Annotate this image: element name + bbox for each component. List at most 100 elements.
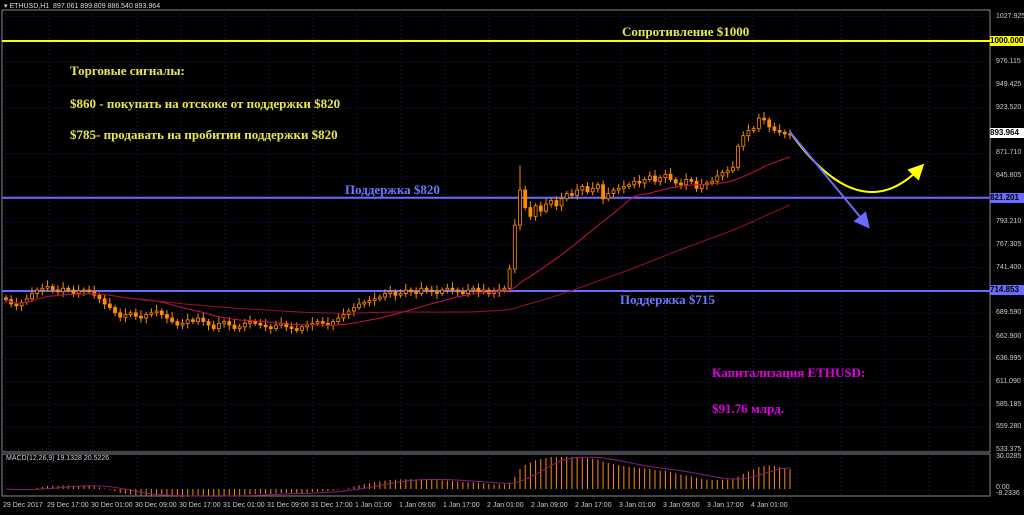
support-715-label: Поддержка $715 bbox=[620, 292, 715, 307]
candle bbox=[398, 293, 403, 296]
price-tick: 871.710 bbox=[996, 149, 1022, 157]
candle bbox=[533, 205, 538, 217]
candle bbox=[87, 289, 91, 293]
candle bbox=[133, 312, 138, 317]
candle bbox=[518, 189, 522, 226]
candle bbox=[409, 289, 413, 293]
macd-panel-border bbox=[1, 453, 991, 497]
time-tick: 1 Jan 09:00 bbox=[399, 502, 436, 509]
ma-slow-line bbox=[5, 204, 791, 314]
candle bbox=[590, 187, 595, 193]
candle bbox=[736, 145, 740, 168]
candle bbox=[658, 177, 663, 182]
candle bbox=[341, 314, 346, 319]
candle bbox=[388, 291, 393, 294]
candle bbox=[383, 293, 387, 298]
candle bbox=[762, 117, 766, 121]
candle bbox=[476, 287, 481, 293]
candle bbox=[232, 324, 237, 329]
candle bbox=[118, 312, 123, 318]
candle bbox=[393, 291, 398, 296]
candle bbox=[481, 289, 486, 293]
candle bbox=[144, 314, 149, 319]
candle bbox=[486, 289, 491, 294]
candle bbox=[253, 321, 258, 324]
candle bbox=[320, 321, 325, 324]
price-tick: 793.210 bbox=[996, 218, 1022, 226]
candle bbox=[284, 322, 289, 328]
candle bbox=[331, 321, 335, 326]
candle bbox=[30, 293, 34, 300]
time-tick: 3 Jan 09:00 bbox=[663, 502, 700, 509]
candle bbox=[139, 315, 143, 319]
candle bbox=[196, 317, 201, 322]
price-tick: 559.280 bbox=[996, 423, 1022, 431]
time-tick: 2 Jan 09:00 bbox=[531, 502, 568, 509]
candle bbox=[471, 287, 476, 291]
time-tick: 31 Dec 09:00 bbox=[267, 502, 309, 509]
candle bbox=[237, 326, 242, 329]
capitalization-label: Капитализация ETHUSD: bbox=[712, 365, 866, 380]
time-tick: 3 Jan 01:00 bbox=[619, 502, 656, 509]
price-tick: 976.115 bbox=[996, 57, 1021, 65]
candle bbox=[663, 173, 668, 179]
candle bbox=[637, 180, 642, 184]
candle bbox=[336, 317, 341, 322]
candle bbox=[756, 117, 761, 130]
candle bbox=[668, 173, 673, 180]
candle bbox=[159, 310, 164, 315]
candle bbox=[206, 321, 211, 326]
candle bbox=[720, 172, 725, 177]
candle bbox=[414, 291, 419, 294]
candle bbox=[767, 119, 772, 128]
candle bbox=[76, 290, 81, 294]
ohlc-values: 897.061 899.809 886.540 893.964 bbox=[53, 3, 161, 10]
candle bbox=[97, 294, 102, 300]
support-820-price-tag: 821.201 bbox=[990, 193, 1024, 203]
current-price-tag: 893.964 bbox=[990, 128, 1024, 138]
candle bbox=[403, 289, 408, 294]
candle bbox=[570, 193, 574, 196]
candle bbox=[362, 301, 367, 305]
signals-title: Торговые сигналы: bbox=[70, 63, 185, 78]
forecast-down-arrow bbox=[789, 131, 870, 229]
candle bbox=[107, 303, 112, 308]
time-tick: 2 Jan 01:00 bbox=[487, 502, 524, 509]
candle bbox=[315, 321, 320, 324]
candle bbox=[554, 200, 559, 207]
candle bbox=[222, 321, 226, 324]
candle bbox=[751, 128, 756, 131]
time-tick: 30 Dec 17:00 bbox=[179, 502, 221, 509]
price-tick: 845.805 bbox=[996, 172, 1022, 180]
candle bbox=[440, 289, 445, 294]
support-715-price-tag: 714.853 bbox=[990, 285, 1024, 295]
macd-label: MACD(12,26,9) 19.1328 20.5226 bbox=[6, 455, 110, 462]
candle bbox=[227, 321, 232, 326]
candle bbox=[40, 287, 45, 291]
candle bbox=[772, 126, 777, 131]
candle bbox=[455, 289, 460, 293]
candle bbox=[466, 289, 470, 294]
price-tick: 662.900 bbox=[996, 332, 1022, 340]
forecast-up-arrow bbox=[789, 131, 925, 193]
candle bbox=[351, 307, 356, 312]
candle bbox=[461, 291, 465, 294]
candle bbox=[746, 130, 751, 137]
candle bbox=[564, 193, 569, 200]
candle bbox=[289, 326, 294, 329]
candle bbox=[113, 307, 117, 314]
price-tick: 1027.925 bbox=[996, 12, 1024, 20]
macd-axis-zero: 0.00 bbox=[996, 484, 1010, 491]
candle bbox=[523, 189, 528, 208]
candle bbox=[61, 287, 66, 293]
candle bbox=[782, 131, 787, 135]
candle bbox=[575, 189, 580, 196]
candle bbox=[242, 322, 247, 328]
signal-sell: $785- продавать на пробитии поддержки $8… bbox=[70, 127, 338, 142]
time-tick: 31 Dec 17:00 bbox=[311, 502, 353, 509]
candle bbox=[684, 179, 689, 186]
candle bbox=[154, 310, 159, 314]
candle bbox=[689, 179, 694, 182]
